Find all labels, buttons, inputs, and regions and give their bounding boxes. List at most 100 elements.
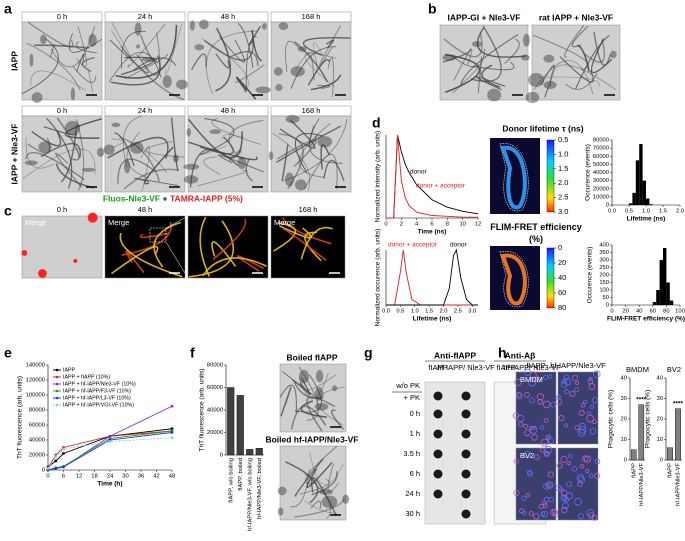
histogram-bar: [666, 282, 670, 305]
cell-nucleus: [547, 471, 554, 478]
fibril: [325, 39, 335, 48]
y-tick-label: 30000: [593, 178, 609, 184]
fibril: [124, 54, 169, 80]
y-tick-label: 10000: [593, 194, 609, 200]
cell-nucleus: [586, 509, 595, 517]
aggregate: [136, 44, 141, 49]
timepoint-label: 6 h: [410, 469, 420, 478]
fluorescent-spot: [21, 250, 28, 256]
fibril: [593, 31, 612, 66]
timepoint-label: 48 h: [221, 12, 236, 21]
fibril: [279, 119, 316, 149]
y-tick-label: 0: [606, 203, 609, 209]
fibril: [245, 158, 254, 182]
aggregate: [543, 54, 555, 63]
x-tick-label: 2: [400, 222, 403, 228]
micrograph: [270, 21, 352, 101]
cell-nucleus: [547, 482, 552, 488]
cell-nucleus: [564, 389, 570, 394]
aggregate: [298, 369, 310, 384]
colorbar-label: 1.5: [558, 164, 568, 173]
x-tick-label: 12: [76, 474, 82, 480]
y-tick-label: 400: [599, 243, 609, 249]
aggregate: [194, 44, 205, 51]
row-label: BV2: [520, 451, 534, 460]
fibril: [25, 137, 55, 169]
lifetime-map-title: Donor lifetime τ (ns): [502, 123, 583, 133]
y-tick-label: 40: [621, 376, 627, 382]
y-axis-label: ThT fluorescence (arb. units): [17, 376, 24, 459]
x-tick-label: 1.0: [642, 209, 650, 215]
aggregate: [29, 53, 34, 67]
series-label: donor: [450, 242, 467, 249]
aggregate: [162, 75, 172, 88]
y-tick-label: 50: [603, 295, 609, 301]
fibril: [470, 25, 502, 83]
fibril: [215, 53, 230, 69]
blot-dot: [461, 391, 471, 401]
x-axis-label: Time (ns): [418, 229, 447, 236]
aggregate: [471, 40, 482, 48]
blot-dot: [433, 489, 443, 499]
cell-nucleus: [532, 425, 537, 430]
y-tick-label: 100000: [26, 393, 45, 399]
cell-nucleus: [560, 489, 568, 497]
cell-nucleus: [528, 511, 534, 517]
y-tick-label: 250: [599, 265, 609, 271]
cell-nucleus: [529, 397, 535, 404]
cell-nucleus: [574, 387, 580, 393]
fibril: [293, 381, 324, 399]
aggregate: [134, 22, 142, 36]
fibril: [304, 231, 322, 262]
cell-nucleus: [536, 393, 545, 401]
fibril-outline: [500, 145, 527, 210]
cell-nucleus: [535, 376, 542, 383]
cell-nucleus: [577, 513, 585, 520]
fibril: [117, 158, 155, 184]
x-tick-label: 2.5: [454, 309, 462, 315]
timepoint-label: 48 h: [221, 106, 236, 115]
blot-title: Anti-Aβ: [505, 350, 536, 360]
x-tick-label: hf-IAPP/Nle3-VF, boiled: [257, 458, 263, 519]
fibril: [123, 168, 180, 190]
fibril: [200, 145, 228, 155]
x-tick-label: 1.5: [425, 309, 433, 315]
fibril: [330, 409, 344, 430]
y-axis-label: Occurence (events): [587, 247, 594, 304]
cell-nucleus: [584, 455, 592, 463]
cell-nucleus: [577, 481, 583, 487]
series-label: donor + acceptor: [388, 242, 438, 249]
panel-label: h: [498, 345, 507, 361]
timepoint-label: 0 h: [57, 205, 67, 214]
cell-nucleus: [541, 510, 549, 518]
blot-dot: [433, 449, 443, 459]
panel-label: e: [4, 345, 12, 361]
bar: [667, 447, 674, 461]
cell-nucleus: [560, 455, 568, 463]
cell-nucleus: [588, 376, 593, 381]
y-tick-label: 40000: [29, 438, 45, 444]
aggregate: [315, 369, 324, 383]
timepoint-label: 0 h: [410, 409, 420, 418]
fibril: [533, 60, 594, 95]
data-line: [386, 134, 478, 219]
x-tick-label: 0.0: [608, 209, 616, 215]
fibril: [165, 23, 183, 75]
y-tick-label: 40000: [593, 170, 609, 176]
fibril: [320, 144, 330, 170]
colorbar-label: 2.0: [558, 178, 568, 187]
fibril: [120, 45, 185, 101]
timepoint-label: 24 h: [138, 12, 153, 21]
blot-dot: [433, 429, 443, 439]
timepoint-label: 0 h: [57, 12, 67, 21]
panel-label: a: [4, 1, 12, 17]
cell-nucleus: [561, 379, 567, 385]
cell-nucleus: [555, 398, 563, 406]
legend-label: IAPP: [63, 367, 76, 373]
cell-nucleus: [566, 481, 573, 488]
histogram-bar: [646, 198, 650, 205]
aggregate: [31, 92, 43, 103]
aggregate: [24, 160, 38, 166]
fibril: [56, 117, 80, 161]
cell-nucleus: [585, 468, 590, 473]
